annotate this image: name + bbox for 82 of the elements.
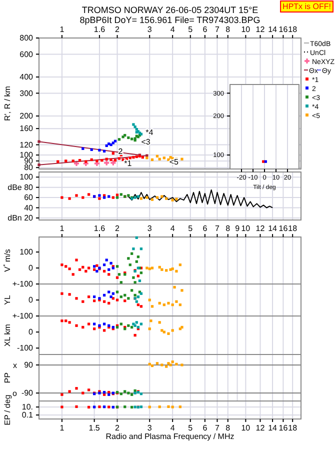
x-tick-label: 3	[147, 224, 152, 233]
x-tick-label: 5	[188, 424, 194, 433]
x-tick-label: 12	[256, 424, 266, 433]
x-tick-label: 14	[268, 224, 278, 233]
y-tick-label: 10.	[22, 402, 33, 412]
y-tick-label: 0	[28, 264, 34, 273]
x-tick-label: 16	[278, 224, 288, 233]
y-tick-label: 400	[20, 72, 34, 82]
x-tick-label: 2	[115, 424, 120, 433]
x-tick-label: 1.6	[94, 224, 106, 233]
y-tick-label: 0	[28, 296, 34, 305]
x-tick-label: 1	[60, 25, 65, 34]
x-tick-label: 8	[226, 224, 231, 233]
x-tick-label: 18	[288, 224, 298, 233]
y-tick-label: dBe 80	[8, 182, 34, 192]
x-tick-label: 1.6	[94, 25, 106, 34]
x-tick-label: 2	[115, 224, 120, 233]
annotation: <5	[169, 158, 180, 167]
x-tick-label: 7	[215, 25, 220, 34]
x-tick-label: 1.5	[88, 424, 100, 433]
y-tick-label: 60	[24, 193, 34, 202]
y-tick-label: 800	[20, 34, 34, 43]
x-tick-label: 7	[215, 424, 220, 433]
annotation: <3	[141, 138, 151, 147]
y-tick-label: 80	[24, 163, 34, 172]
x-tick-label: 10	[241, 224, 251, 233]
text: HPTx is OFF!	[282, 2, 331, 11]
y-axis-title: XL km	[3, 324, 12, 346]
y-tick-label: 0	[28, 328, 34, 337]
annotation: *1	[124, 158, 132, 168]
x-tick-label: 6	[202, 224, 208, 233]
y-tick-label: +-100	[12, 280, 34, 289]
y-axis-title: PP	[3, 372, 12, 384]
x-tick-label: 3	[147, 424, 152, 433]
x-tick-label: 18	[288, 25, 298, 34]
x-tick-label: 10	[241, 25, 251, 34]
y-tick-label: 120	[20, 140, 34, 150]
y-tick-label: dBn 20	[8, 214, 34, 223]
text: o	[12, 389, 18, 398]
x-tick-label: 16	[278, 25, 288, 34]
y-tick-label: 160	[20, 124, 34, 134]
x-tick-label: 3	[147, 25, 152, 34]
y-tick-label: 300	[20, 88, 34, 98]
x-tick-label: 8	[226, 424, 231, 433]
x-tick-label: 2	[115, 25, 120, 34]
x-tick-label: 6	[202, 25, 208, 34]
annotation: *4	[146, 128, 154, 138]
y-tick-label: 0.1	[22, 410, 34, 420]
y-tick-label: 40	[24, 203, 34, 212]
chart-subtitle: 8pBP6It DoY= 156.961 File= TR974303.BPG	[80, 15, 260, 25]
y-tick-label: -90	[21, 388, 34, 398]
x-tick-label: 18	[288, 424, 298, 433]
y-axis-title: EP / deg	[3, 394, 12, 426]
x-tick-label: 1	[60, 224, 65, 233]
x-tick-label: 5	[188, 224, 194, 233]
y-axis-title: YL	[3, 294, 12, 305]
x-tick-label: 14	[268, 25, 278, 34]
x-tick-label: 7	[215, 224, 220, 233]
x-tick-label: 8	[226, 25, 231, 34]
x-tick-label: 4	[170, 424, 176, 433]
x-tick-label: 6	[202, 424, 208, 433]
x-tick-label: 4	[170, 25, 176, 34]
x-tick-label: 9	[235, 224, 240, 233]
y-tick-label: 100	[20, 248, 34, 257]
chart-title: TROMSO NORWAY 26-06-05 2304UT 15°E	[82, 5, 258, 15]
x-tick-label: 12	[256, 224, 266, 233]
y-tick-label: +-100	[12, 312, 34, 321]
x-axis-title: Radio and Plasma Frequency / MHz	[106, 432, 234, 441]
x-tick-label: 10	[241, 424, 251, 433]
x-tick-label: 1	[60, 424, 65, 433]
text: x	[13, 360, 17, 370]
x-tick-label: 14	[268, 424, 278, 433]
x-tick-label: 12	[256, 25, 266, 34]
x-tick-label: 16	[278, 424, 288, 433]
y-axis-title: R', R / km	[3, 86, 12, 121]
y-tick-label: 200	[20, 112, 34, 121]
x-tick-label: 5	[188, 25, 194, 34]
x-tick-label: 4	[170, 224, 176, 233]
y-tick-label: 100	[20, 172, 34, 182]
y-tick-label: 600	[20, 50, 34, 59]
y-tick-label: -100	[16, 344, 34, 353]
y-tick-label: 90	[24, 360, 34, 370]
